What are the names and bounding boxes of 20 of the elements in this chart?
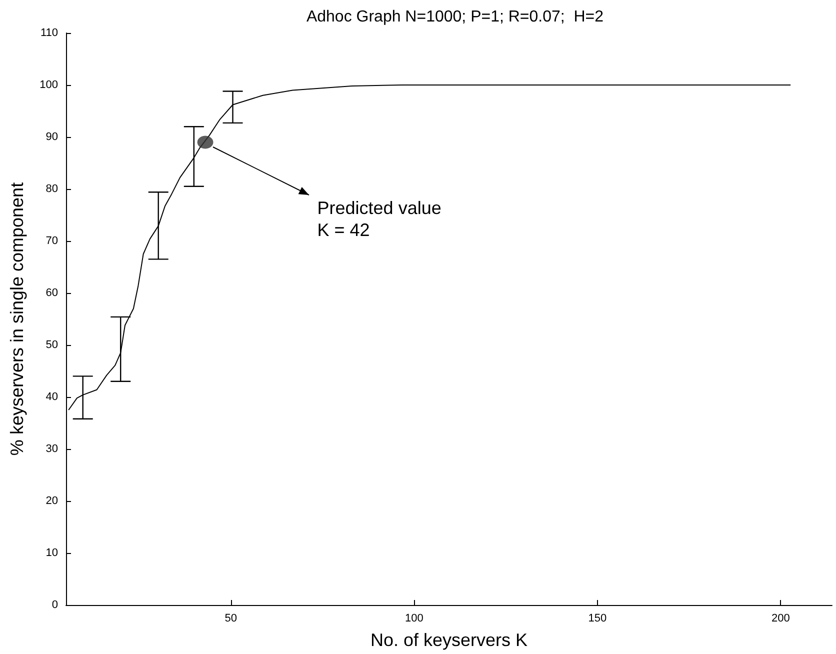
y-tick-label: 20 <box>46 495 58 507</box>
x-tick-label: 150 <box>588 612 607 624</box>
x-tick-label: 50 <box>224 612 238 624</box>
y-tick-label: 0 <box>52 599 58 611</box>
x-axis-title: No. of keyservers K <box>370 630 528 650</box>
y-tick-label: 10 <box>46 547 58 559</box>
y-tick-label: 110 <box>40 27 58 39</box>
y-tick-label: 30 <box>46 443 58 455</box>
y-axis-title: % keyservers in single component <box>7 182 27 456</box>
x-tick-label: 100 <box>405 612 424 624</box>
y-tick-label: 90 <box>46 131 58 143</box>
y-tick-label: 50 <box>46 339 58 351</box>
annotation: Predicted value K = 42 <box>317 198 442 240</box>
x-tick-label: 200 <box>772 612 790 624</box>
y-tick-label: 70 <box>46 235 58 247</box>
y-tick-label: 100 <box>40 79 58 91</box>
chart-title: Adhoc Graph N=1000; P=1; R=0.07; H=2 <box>306 8 604 26</box>
y-tick-label: 80 <box>46 183 58 195</box>
y-tick-label: 60 <box>46 287 58 299</box>
y-tick-label: 40 <box>46 391 58 403</box>
